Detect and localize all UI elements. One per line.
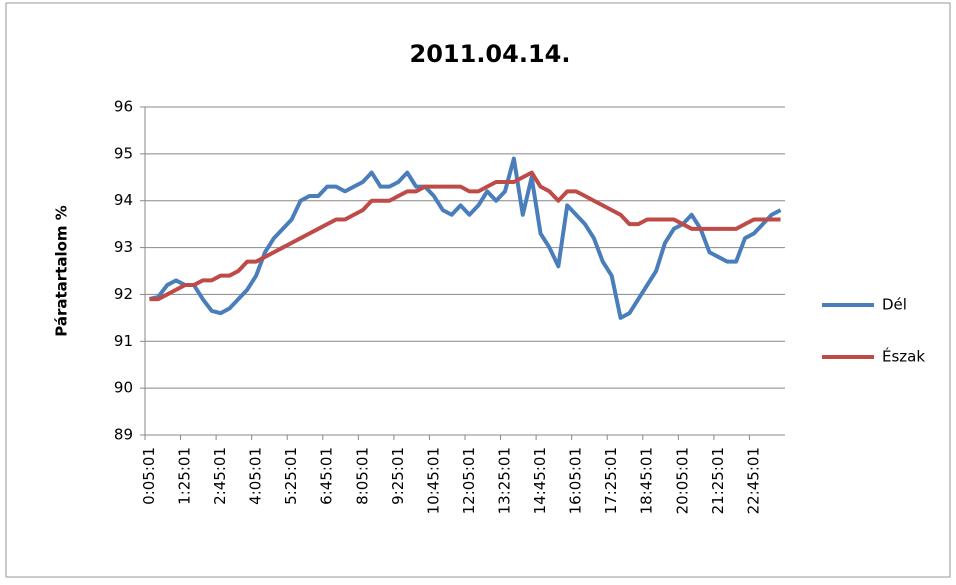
x-tick-label: 17:25:01 [602, 447, 620, 514]
y-tick-label: 89 [114, 426, 133, 444]
y-tick-label: 96 [114, 98, 133, 116]
legend-label: Dél [882, 296, 907, 314]
y-tick-label: 93 [114, 238, 133, 256]
x-tick-label: 2:45:01 [211, 447, 229, 505]
series-line [149, 170, 781, 302]
x-tick-label: 13:25:01 [496, 447, 514, 514]
chart-title: 2011.04.14. [410, 40, 571, 68]
x-tick-label: 8:05:01 [353, 447, 371, 505]
x-tick-label: 22:45:01 [744, 447, 762, 514]
x-tick-label: 0:05:01 [140, 447, 158, 505]
y-tick-label: 92 [114, 285, 133, 303]
x-tick-label: 9:25:01 [389, 447, 407, 505]
series-line [148, 156, 782, 320]
y-tick-label: 90 [114, 379, 133, 397]
x-tick-label: 21:25:01 [709, 447, 727, 514]
legend-label: Észak [882, 347, 925, 366]
x-tick-label: 18:45:01 [638, 447, 656, 514]
x-tick-label: 12:05:01 [460, 447, 478, 514]
x-tick-label: 5:25:01 [282, 447, 300, 505]
x-tick-label: 14:45:01 [531, 447, 549, 514]
x-tick-label: 20:05:01 [673, 447, 691, 514]
y-tick-label: 94 [114, 191, 133, 209]
y-tick-label: 91 [114, 332, 133, 350]
x-tick-label: 1:25:01 [176, 447, 194, 505]
x-tick-label: 6:45:01 [318, 447, 336, 505]
y-axis-title: Páratartalom % [53, 205, 71, 337]
y-tick-label: 95 [114, 144, 133, 162]
x-tick-label: 4:05:01 [247, 447, 265, 505]
x-tick-label: 10:45:01 [424, 447, 442, 514]
x-tick-label: 16:05:01 [567, 447, 585, 514]
